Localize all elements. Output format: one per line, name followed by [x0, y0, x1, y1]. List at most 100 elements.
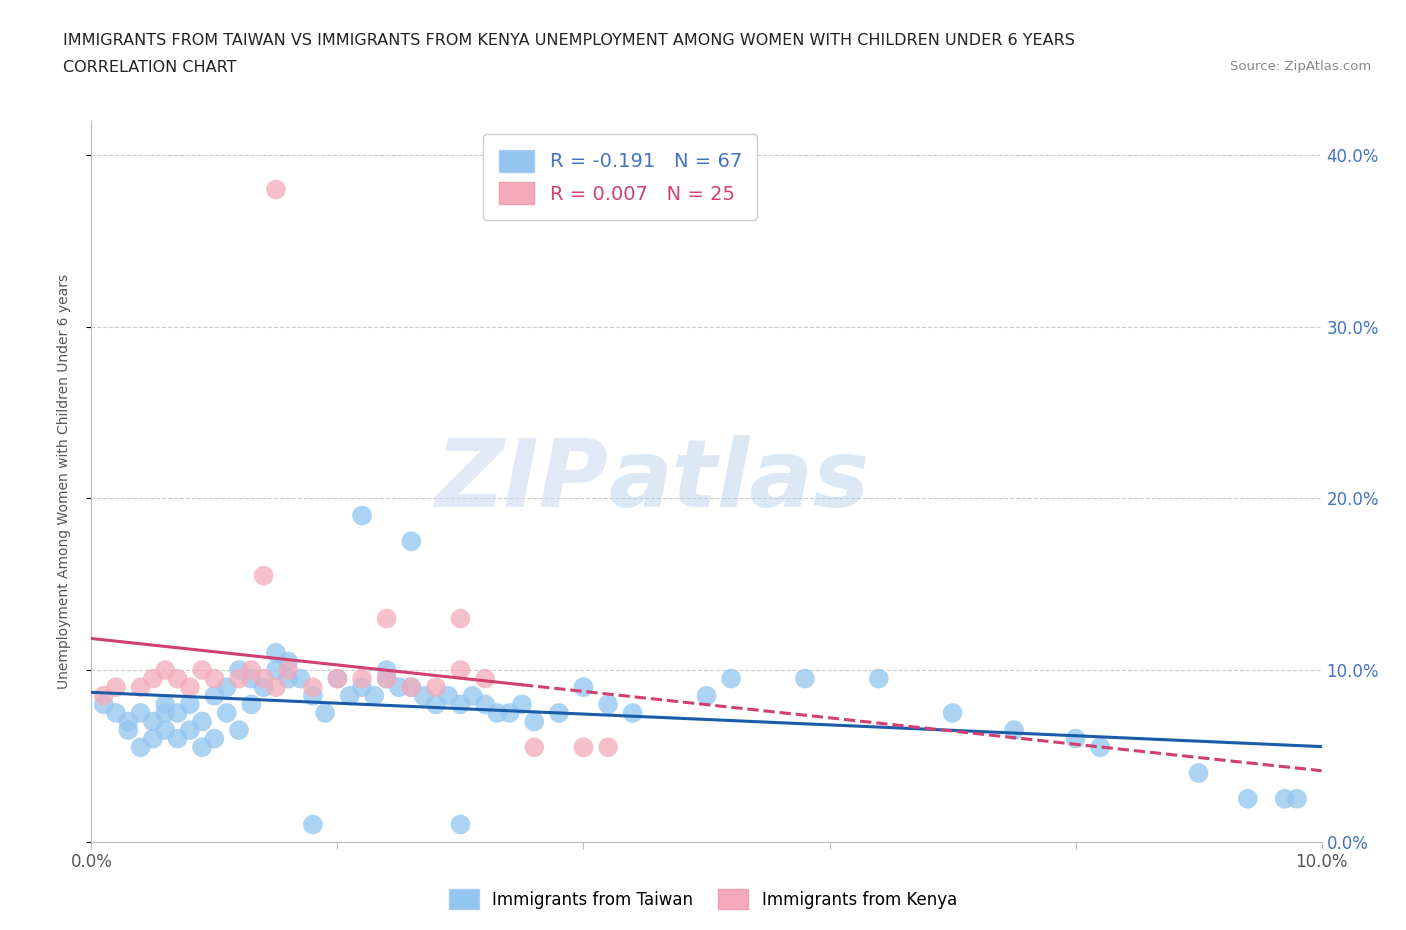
Point: [202, 688, 225, 703]
Point: [191, 714, 214, 729]
Point: [388, 680, 411, 695]
Point: [350, 671, 373, 686]
Point: [264, 645, 287, 660]
Point: [868, 671, 890, 686]
Point: [449, 697, 471, 711]
Point: [449, 817, 471, 832]
Point: [474, 671, 496, 686]
Point: [412, 688, 434, 703]
Point: [301, 817, 323, 832]
Point: [596, 697, 619, 711]
Point: [228, 671, 250, 686]
Point: [572, 740, 595, 755]
Point: [375, 671, 398, 686]
Point: [105, 706, 127, 721]
Text: CORRELATION CHART: CORRELATION CHART: [63, 60, 236, 75]
Point: [277, 662, 299, 677]
Legend: Immigrants from Taiwan, Immigrants from Kenya: Immigrants from Taiwan, Immigrants from …: [440, 881, 966, 917]
Point: [437, 688, 460, 703]
Point: [191, 740, 214, 755]
Point: [399, 680, 422, 695]
Point: [153, 706, 177, 721]
Point: [793, 671, 815, 686]
Text: ZIP: ZIP: [436, 435, 607, 527]
Point: [202, 731, 225, 746]
Point: [1088, 740, 1111, 755]
Point: [142, 714, 165, 729]
Point: [375, 662, 398, 677]
Point: [1274, 791, 1296, 806]
Point: [339, 688, 361, 703]
Point: [523, 714, 546, 729]
Point: [547, 706, 569, 721]
Point: [399, 534, 422, 549]
Point: [399, 680, 422, 695]
Point: [117, 723, 139, 737]
Point: [301, 688, 323, 703]
Point: [191, 662, 214, 677]
Point: [253, 568, 276, 583]
Point: [166, 731, 188, 746]
Point: [129, 740, 152, 755]
Point: [1187, 765, 1209, 780]
Point: [179, 697, 201, 711]
Point: [1002, 723, 1025, 737]
Point: [179, 723, 201, 737]
Point: [375, 671, 398, 686]
Point: [228, 723, 250, 737]
Point: [572, 680, 595, 695]
Point: [461, 688, 484, 703]
Point: [129, 706, 152, 721]
Y-axis label: Unemployment Among Women with Children Under 6 years: Unemployment Among Women with Children U…: [56, 273, 70, 689]
Point: [153, 697, 177, 711]
Point: [129, 680, 152, 695]
Point: [449, 611, 471, 626]
Point: [264, 182, 287, 197]
Point: [510, 697, 533, 711]
Point: [498, 706, 520, 721]
Point: [142, 671, 165, 686]
Point: [1064, 731, 1087, 746]
Point: [228, 662, 250, 677]
Point: [166, 706, 188, 721]
Point: [93, 697, 115, 711]
Point: [474, 697, 496, 711]
Point: [314, 706, 336, 721]
Text: IMMIGRANTS FROM TAIWAN VS IMMIGRANTS FROM KENYA UNEMPLOYMENT AMONG WOMEN WITH CH: IMMIGRANTS FROM TAIWAN VS IMMIGRANTS FRO…: [63, 33, 1076, 47]
Point: [105, 680, 127, 695]
Point: [179, 680, 201, 695]
Text: Source: ZipAtlas.com: Source: ZipAtlas.com: [1230, 60, 1371, 73]
Legend: R = -0.191   N = 67, R = 0.007   N = 25: R = -0.191 N = 67, R = 0.007 N = 25: [484, 134, 758, 220]
Point: [350, 680, 373, 695]
Point: [350, 508, 373, 523]
Point: [290, 671, 312, 686]
Point: [215, 680, 238, 695]
Point: [363, 688, 385, 703]
Point: [596, 740, 619, 755]
Point: [277, 654, 299, 669]
Point: [326, 671, 349, 686]
Point: [153, 723, 177, 737]
Point: [942, 706, 965, 721]
Point: [264, 680, 287, 695]
Point: [1237, 791, 1260, 806]
Point: [425, 697, 447, 711]
Point: [621, 706, 644, 721]
Point: [202, 671, 225, 686]
Point: [1286, 791, 1309, 806]
Point: [326, 671, 349, 686]
Point: [486, 706, 509, 721]
Text: atlas: atlas: [607, 435, 869, 527]
Point: [253, 671, 276, 686]
Point: [93, 688, 115, 703]
Point: [153, 662, 177, 677]
Point: [720, 671, 742, 686]
Point: [523, 740, 546, 755]
Point: [301, 680, 323, 695]
Point: [375, 611, 398, 626]
Point: [240, 671, 263, 686]
Point: [215, 706, 238, 721]
Point: [240, 662, 263, 677]
Point: [425, 680, 447, 695]
Point: [166, 671, 188, 686]
